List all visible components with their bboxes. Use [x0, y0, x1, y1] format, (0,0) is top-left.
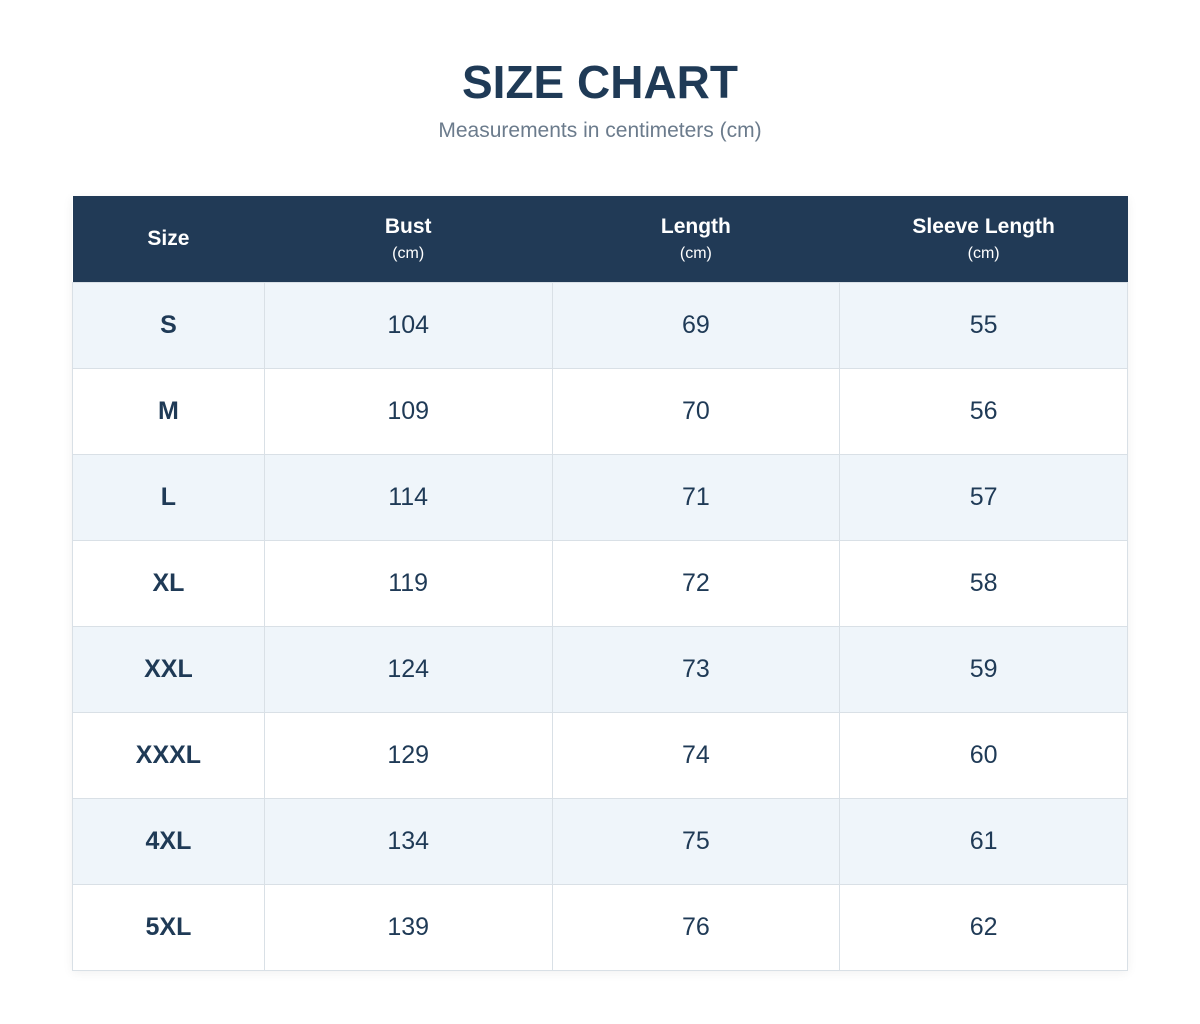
- header-row: Size Bust (cm) Length (cm) Sleeve Length (cm): [72, 196, 1128, 283]
- size-cell: XL: [72, 540, 265, 627]
- size-table: Size Bust (cm) Length (cm) Sleeve Length (cm) …: [72, 196, 1128, 971]
- table-row: 5XL 139 76 62: [72, 884, 1128, 971]
- size-cell: M: [72, 368, 265, 455]
- column-name: Sleeve Length: [912, 215, 1055, 238]
- table-row: M 109 70 56: [72, 368, 1128, 455]
- subtitle: Measurements in centimeters (cm): [438, 119, 762, 142]
- size-cell: 4XL: [72, 798, 265, 885]
- value-cell: 72: [551, 540, 841, 627]
- column-name: Size: [147, 227, 190, 250]
- table-row: XXL 124 73 59: [72, 626, 1128, 713]
- column-header: Sleeve Length (cm): [839, 196, 1128, 283]
- column-unit: (cm): [967, 245, 1000, 262]
- value-cell: 129: [263, 712, 553, 799]
- size-cell: S: [72, 282, 265, 369]
- size-cell: XXL: [72, 626, 265, 713]
- size-cell: 5XL: [72, 884, 265, 971]
- value-cell: 56: [839, 368, 1128, 455]
- value-cell: 69: [551, 282, 841, 369]
- table-row: XXXL 129 74 60: [72, 712, 1128, 799]
- value-cell: 74: [551, 712, 841, 799]
- size-cell: XXXL: [72, 712, 265, 799]
- value-cell: 58: [839, 540, 1128, 627]
- value-cell: 70: [551, 368, 841, 455]
- column-unit: (cm): [392, 245, 425, 262]
- size-cell: L: [72, 454, 265, 541]
- value-cell: 73: [551, 626, 841, 713]
- value-cell: 60: [839, 712, 1128, 799]
- table-row: 4XL 134 75 61: [72, 798, 1128, 885]
- value-cell: 62: [839, 884, 1128, 971]
- value-cell: 114: [263, 454, 553, 541]
- table-row: S 104 69 55: [72, 282, 1128, 369]
- title: SIZE CHART: [462, 56, 738, 108]
- column-name: Length: [660, 215, 731, 238]
- column-name: Bust: [384, 215, 432, 238]
- table-body: S 104 69 55 M 109 70 56 L 114 71 57 XL 119 72 58 XXL 124 7…: [72, 282, 1128, 971]
- value-cell: 119: [263, 540, 553, 627]
- value-cell: 57: [839, 454, 1128, 541]
- value-cell: 59: [839, 626, 1128, 713]
- value-cell: 104: [263, 282, 553, 369]
- value-cell: 61: [839, 798, 1128, 885]
- value-cell: 71: [551, 454, 841, 541]
- column-header: Length (cm): [552, 196, 840, 283]
- table-row: XL 119 72 58: [72, 540, 1128, 627]
- value-cell: 76: [551, 884, 841, 971]
- value-cell: 109: [263, 368, 553, 455]
- table-row: L 114 71 57: [72, 454, 1128, 541]
- value-cell: 124: [263, 626, 553, 713]
- column-unit: (cm): [679, 245, 712, 262]
- value-cell: 55: [839, 282, 1128, 369]
- column-header: Bust (cm): [264, 196, 553, 283]
- value-cell: 75: [551, 798, 841, 885]
- value-cell: 139: [263, 884, 553, 971]
- column-header: Size: [72, 196, 265, 283]
- value-cell: 134: [263, 798, 553, 885]
